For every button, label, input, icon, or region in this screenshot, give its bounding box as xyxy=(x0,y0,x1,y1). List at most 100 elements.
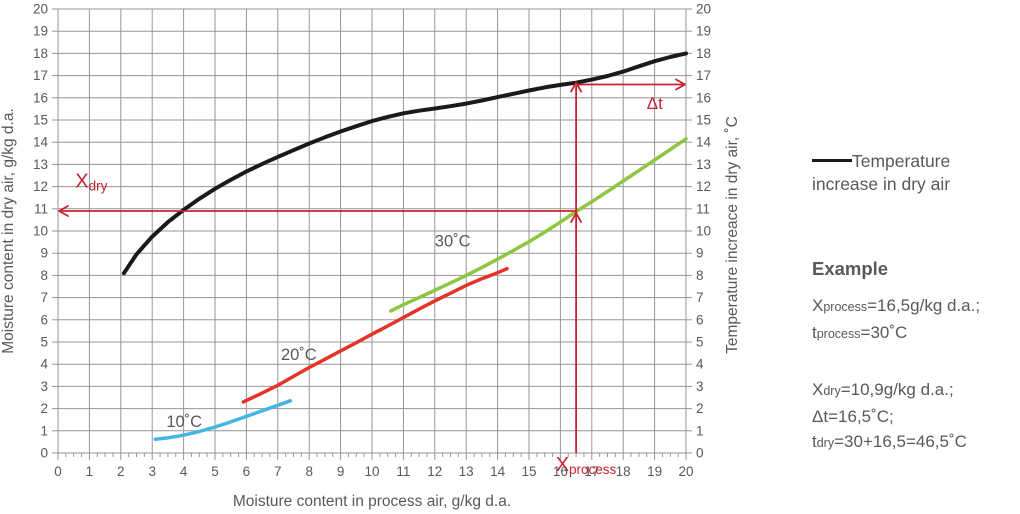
svg-text:13: 13 xyxy=(459,464,474,479)
example-line: Xprocess=16,5g/kg d.a.; xyxy=(812,293,1017,320)
legend-label: Temperature increase in dry air xyxy=(812,151,951,195)
example-lines: Xprocess=16,5g/kg d.a.; tprocess=30˚C Xdry… xyxy=(812,293,1017,456)
svg-text:8: 8 xyxy=(696,268,704,283)
svg-text:9: 9 xyxy=(696,246,704,261)
svg-text:18: 18 xyxy=(696,46,711,61)
curve-20-c xyxy=(241,266,509,404)
svg-text:4: 4 xyxy=(696,357,704,372)
example-line: Xdry=10,9g/kg d.a.; xyxy=(812,377,1017,404)
svg-text:12: 12 xyxy=(427,464,442,479)
svg-text:15: 15 xyxy=(696,113,711,128)
svg-text:19: 19 xyxy=(33,24,48,39)
curve-30-c xyxy=(389,137,688,313)
svg-text:7: 7 xyxy=(274,464,282,479)
svg-text:16: 16 xyxy=(33,90,48,105)
curve-temperature-increase-in-dry-air xyxy=(121,51,688,276)
svg-text:6: 6 xyxy=(696,312,704,327)
example-text: t xyxy=(812,323,817,343)
svg-text:13: 13 xyxy=(33,157,48,172)
y-axis-left-title: Moisture content in dry air, g/kg d.a. xyxy=(0,108,17,354)
svg-text:15: 15 xyxy=(33,113,48,128)
axis-ticks xyxy=(52,8,692,460)
x-dry-label: Xdry xyxy=(75,171,107,194)
svg-text:18: 18 xyxy=(33,46,48,61)
example-text: =30+16,5=46,5˚C xyxy=(834,432,967,452)
example-construction-lines: Xdry Xprocess Δt xyxy=(58,78,686,477)
svg-text:12: 12 xyxy=(696,179,711,194)
svg-text:0: 0 xyxy=(54,464,62,479)
svg-text:8: 8 xyxy=(40,268,48,283)
svg-text:20: 20 xyxy=(33,2,48,17)
legend-line-swatch xyxy=(812,158,852,162)
svg-text:1: 1 xyxy=(696,423,704,438)
example-text: X xyxy=(812,296,824,316)
delta-t-label: Δt xyxy=(647,94,663,113)
svg-text:9: 9 xyxy=(40,246,48,261)
curve-label-20C: 20˚C xyxy=(281,346,317,364)
svg-text:2: 2 xyxy=(696,401,704,416)
subscript-text: process xyxy=(816,327,861,342)
svg-text:2: 2 xyxy=(40,401,48,416)
subscript-text: dry xyxy=(823,384,841,399)
svg-text:19: 19 xyxy=(696,24,711,39)
example-line: tdry=30+16,5=46,5˚C xyxy=(812,429,1017,456)
svg-text:1: 1 xyxy=(40,423,48,438)
y-axis-right-title: Temperature increace in dry air, ˚C xyxy=(724,116,741,354)
svg-text:13: 13 xyxy=(696,157,711,172)
chart-legend: Temperature increase in dry air xyxy=(812,150,1017,196)
svg-text:2: 2 xyxy=(117,464,125,479)
svg-text:7: 7 xyxy=(696,290,704,305)
svg-text:9: 9 xyxy=(337,464,345,479)
svg-text:4: 4 xyxy=(40,357,48,372)
example-block: Example Xprocess=16,5g/kg d.a.; tprocess=… xyxy=(812,258,1017,456)
svg-text:0: 0 xyxy=(696,446,704,461)
example-text: Δt=16,5˚C; xyxy=(812,407,894,427)
curve-label-10C: 10˚C xyxy=(166,413,202,431)
curve-10-c xyxy=(153,399,293,441)
curve-label-30C: 30˚C xyxy=(435,233,471,251)
axis-titles: Moisture content in process air, g/kg d.… xyxy=(0,108,741,510)
data-series: 30˚C 20˚C 10˚C xyxy=(121,51,688,441)
svg-text:17: 17 xyxy=(584,464,599,479)
svg-text:15: 15 xyxy=(521,464,536,479)
example-line-gap xyxy=(812,347,1017,377)
svg-text:14: 14 xyxy=(33,135,49,150)
svg-text:3: 3 xyxy=(696,379,704,394)
svg-text:11: 11 xyxy=(696,201,710,216)
svg-text:17: 17 xyxy=(33,68,48,83)
example-text: t xyxy=(812,432,817,452)
subscript-text: process xyxy=(823,300,868,315)
subscript-text: dry xyxy=(816,436,835,451)
example-text: =10,9g/kg d.a.; xyxy=(840,380,954,400)
svg-text:7: 7 xyxy=(40,290,48,305)
example-text: X xyxy=(812,380,824,400)
svg-text:4: 4 xyxy=(180,464,188,479)
svg-text:14: 14 xyxy=(696,135,712,150)
svg-text:12: 12 xyxy=(33,179,48,194)
x-process-label: Xprocess xyxy=(556,454,617,477)
example-text: =30˚C xyxy=(860,323,908,343)
side-panel: Temperature increase in dry air Example … xyxy=(812,150,1017,456)
svg-text:18: 18 xyxy=(616,464,631,479)
svg-text:5: 5 xyxy=(40,335,48,350)
svg-text:1: 1 xyxy=(86,464,94,479)
svg-text:10: 10 xyxy=(364,464,379,479)
svg-text:6: 6 xyxy=(243,464,251,479)
svg-text:5: 5 xyxy=(211,464,219,479)
svg-text:3: 3 xyxy=(40,379,48,394)
svg-text:6: 6 xyxy=(40,312,48,327)
svg-text:8: 8 xyxy=(305,464,313,479)
svg-text:10: 10 xyxy=(33,224,48,239)
svg-text:20: 20 xyxy=(696,2,711,17)
svg-text:16: 16 xyxy=(696,90,711,105)
svg-text:3: 3 xyxy=(148,464,156,479)
svg-text:10: 10 xyxy=(696,224,711,239)
svg-text:20: 20 xyxy=(678,464,693,479)
svg-text:14: 14 xyxy=(490,464,506,479)
gridlines xyxy=(57,8,687,454)
svg-text:19: 19 xyxy=(647,464,662,479)
svg-text:0: 0 xyxy=(40,446,48,461)
svg-text:17: 17 xyxy=(696,68,711,83)
svg-text:11: 11 xyxy=(396,464,410,479)
